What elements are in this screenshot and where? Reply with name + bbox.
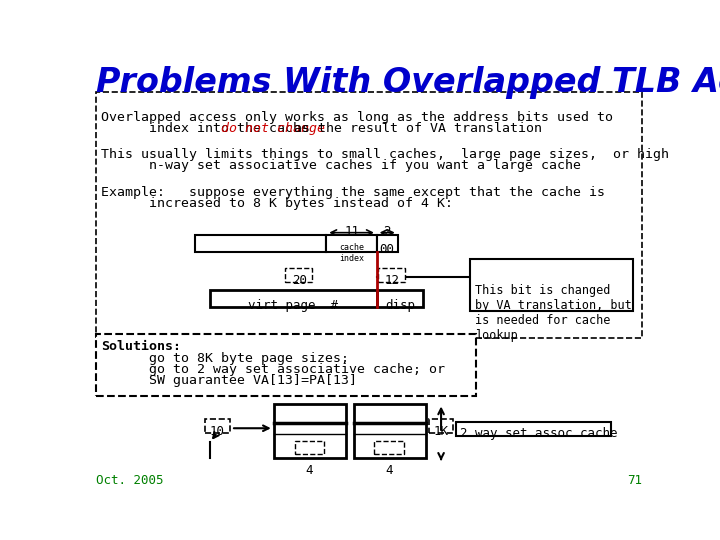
Bar [456, 422, 611, 436]
Text: 00: 00 [379, 244, 395, 256]
Text: increased to 8 K bytes instead of 4 K:: increased to 8 K bytes instead of 4 K: [101, 197, 453, 210]
Bar [204, 419, 230, 433]
Bar [210, 291, 377, 307]
Text: This usually limits things to small caches,  large page sizes,  or high: This usually limits things to small cach… [101, 148, 669, 161]
Text: go to 8K byte page sizes;: go to 8K byte page sizes; [101, 352, 349, 365]
Bar [274, 403, 346, 457]
Text: 4: 4 [305, 464, 313, 477]
Bar [377, 291, 423, 307]
Text: This bit is changed
by VA translation, but
is needed for cache
lookup: This bit is changed by VA translation, b… [475, 284, 632, 342]
Text: do not change: do not change [220, 122, 325, 135]
Text: 2 way set assoc cache: 2 way set assoc cache [461, 428, 618, 441]
Bar [378, 268, 405, 282]
Text: Example:   suppose everything the same except that the cache is: Example: suppose everything the same exc… [101, 186, 605, 199]
Text: 1K: 1K [433, 425, 449, 438]
Bar [326, 235, 377, 252]
Bar [469, 259, 632, 311]
Text: virt page  #: virt page # [248, 299, 338, 312]
Text: 11: 11 [344, 225, 359, 238]
Bar [285, 268, 312, 282]
Bar [194, 235, 326, 252]
Bar [429, 419, 453, 433]
Text: Overlapped access only works as long as the address bits used to: Overlapped access only works as long as … [101, 111, 613, 124]
Text: SW guarantee VA[13]=PA[13]: SW guarantee VA[13]=PA[13] [101, 374, 357, 387]
Text: Oct. 2005: Oct. 2005 [96, 475, 163, 488]
Bar [374, 441, 404, 455]
Text: 71: 71 [627, 475, 642, 488]
Text: Solutions:: Solutions: [101, 340, 181, 354]
Bar [96, 334, 476, 396]
Text: Problems With Overlapped TLB Access: Problems With Overlapped TLB Access [96, 66, 720, 99]
Text: 4: 4 [385, 464, 393, 477]
Bar [354, 403, 426, 457]
Text: as the result of VA translation: as the result of VA translation [278, 122, 542, 135]
Text: 10: 10 [210, 425, 225, 438]
Bar [377, 235, 397, 252]
Text: n-way set associative caches if you want a large cache: n-way set associative caches if you want… [101, 159, 581, 172]
Text: 20: 20 [292, 274, 307, 287]
Text: cache
index: cache index [339, 244, 364, 263]
Text: disp: disp [385, 299, 415, 312]
Text: index into the cache: index into the cache [101, 122, 317, 135]
Text: 12: 12 [384, 274, 400, 287]
Bar [96, 92, 642, 338]
Text: 2: 2 [384, 225, 391, 238]
Text: go to 2 way set associative cache; or: go to 2 way set associative cache; or [101, 363, 445, 376]
Bar [294, 441, 324, 455]
